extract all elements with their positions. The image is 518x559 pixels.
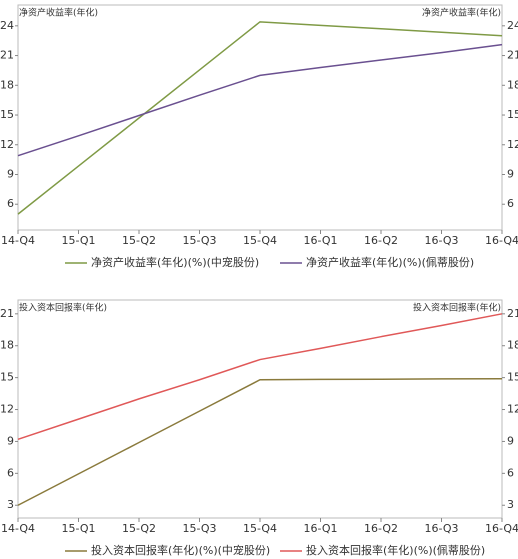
y2-tick-label: 21 xyxy=(507,49,518,62)
y-tick-label: 18 xyxy=(0,339,14,352)
y-tick-label: 21 xyxy=(0,49,14,62)
x-tick-label: 16-Q2 xyxy=(364,522,398,535)
series-line xyxy=(17,21,503,215)
x-tick-label: 14-Q4 xyxy=(1,234,35,247)
y2-axis-label: 净资产收益率(年化) xyxy=(422,7,501,19)
y-tick-label: 15 xyxy=(0,371,14,384)
x-tick-label: 15-Q1 xyxy=(61,522,95,535)
x-tick-label: 15-Q4 xyxy=(243,522,277,535)
legend-label: 净资产收益率(年化)(%)(中宠股份) xyxy=(91,255,259,269)
y2-tick-label: 18 xyxy=(507,339,518,352)
y-tick-label: 18 xyxy=(0,78,14,91)
y2-axis-label: 投入资本回报率(年化) xyxy=(413,302,501,314)
x-tick-label: 15-Q3 xyxy=(182,522,216,535)
y2-tick-label: 3 xyxy=(507,498,514,511)
y2-tick-label: 6 xyxy=(507,197,514,210)
y-tick-label: 21 xyxy=(0,307,14,320)
y-tick-label: 15 xyxy=(0,108,14,121)
x-tick-label: 16-Q3 xyxy=(424,522,458,535)
y2-tick-label: 6 xyxy=(507,466,514,479)
y2-tick-label: 12 xyxy=(507,403,518,416)
x-tick-label: 16-Q4 xyxy=(485,522,518,535)
x-tick-label: 16-Q4 xyxy=(485,234,518,247)
y-tick-label: 24 xyxy=(0,19,14,32)
series-line xyxy=(17,43,503,157)
y2-tick-label: 9 xyxy=(507,167,514,180)
y2-tick-label: 15 xyxy=(507,108,518,121)
plot-frame xyxy=(17,299,503,519)
y-tick-label: 6 xyxy=(7,466,14,479)
y-tick-label: 9 xyxy=(7,167,14,180)
y2-tick-label: 21 xyxy=(507,307,518,320)
x-tick-label: 16-Q3 xyxy=(424,234,458,247)
x-tick-label: 16-Q1 xyxy=(303,522,337,535)
y-tick-label: 3 xyxy=(7,498,14,511)
series-line xyxy=(17,313,503,441)
y2-tick-label: 18 xyxy=(507,78,518,91)
plot-frame xyxy=(17,4,503,231)
legend-label: 投入资本回报率(年化)(%)(中宠股份) xyxy=(91,543,270,557)
x-tick-label: 15-Q4 xyxy=(243,234,277,247)
legend-label: 投入资本回报率(年化)(%)(佩蒂股份) xyxy=(306,543,485,557)
y-tick-label: 6 xyxy=(7,197,14,210)
y2-tick-label: 12 xyxy=(507,138,518,151)
x-tick-label: 15-Q3 xyxy=(182,234,216,247)
y-tick-label: 9 xyxy=(7,434,14,447)
series-line xyxy=(17,377,503,506)
x-tick-label: 16-Q2 xyxy=(364,234,398,247)
x-tick-label: 16-Q1 xyxy=(303,234,337,247)
x-tick-label: 15-Q2 xyxy=(122,522,156,535)
x-tick-label: 15-Q2 xyxy=(122,234,156,247)
y2-tick-label: 24 xyxy=(507,19,518,32)
y-tick-label: 12 xyxy=(0,138,14,151)
y-axis-label: 净资产收益率(年化) xyxy=(19,7,98,19)
y-axis-label: 投入资本回报率(年化) xyxy=(19,302,107,314)
legend-label: 净资产收益率(年化)(%)(佩蒂股份) xyxy=(306,255,474,269)
y2-tick-label: 9 xyxy=(507,434,514,447)
y-tick-label: 12 xyxy=(0,403,14,416)
x-tick-label: 14-Q4 xyxy=(1,522,35,535)
y2-tick-label: 15 xyxy=(507,371,518,384)
x-tick-label: 15-Q1 xyxy=(61,234,95,247)
